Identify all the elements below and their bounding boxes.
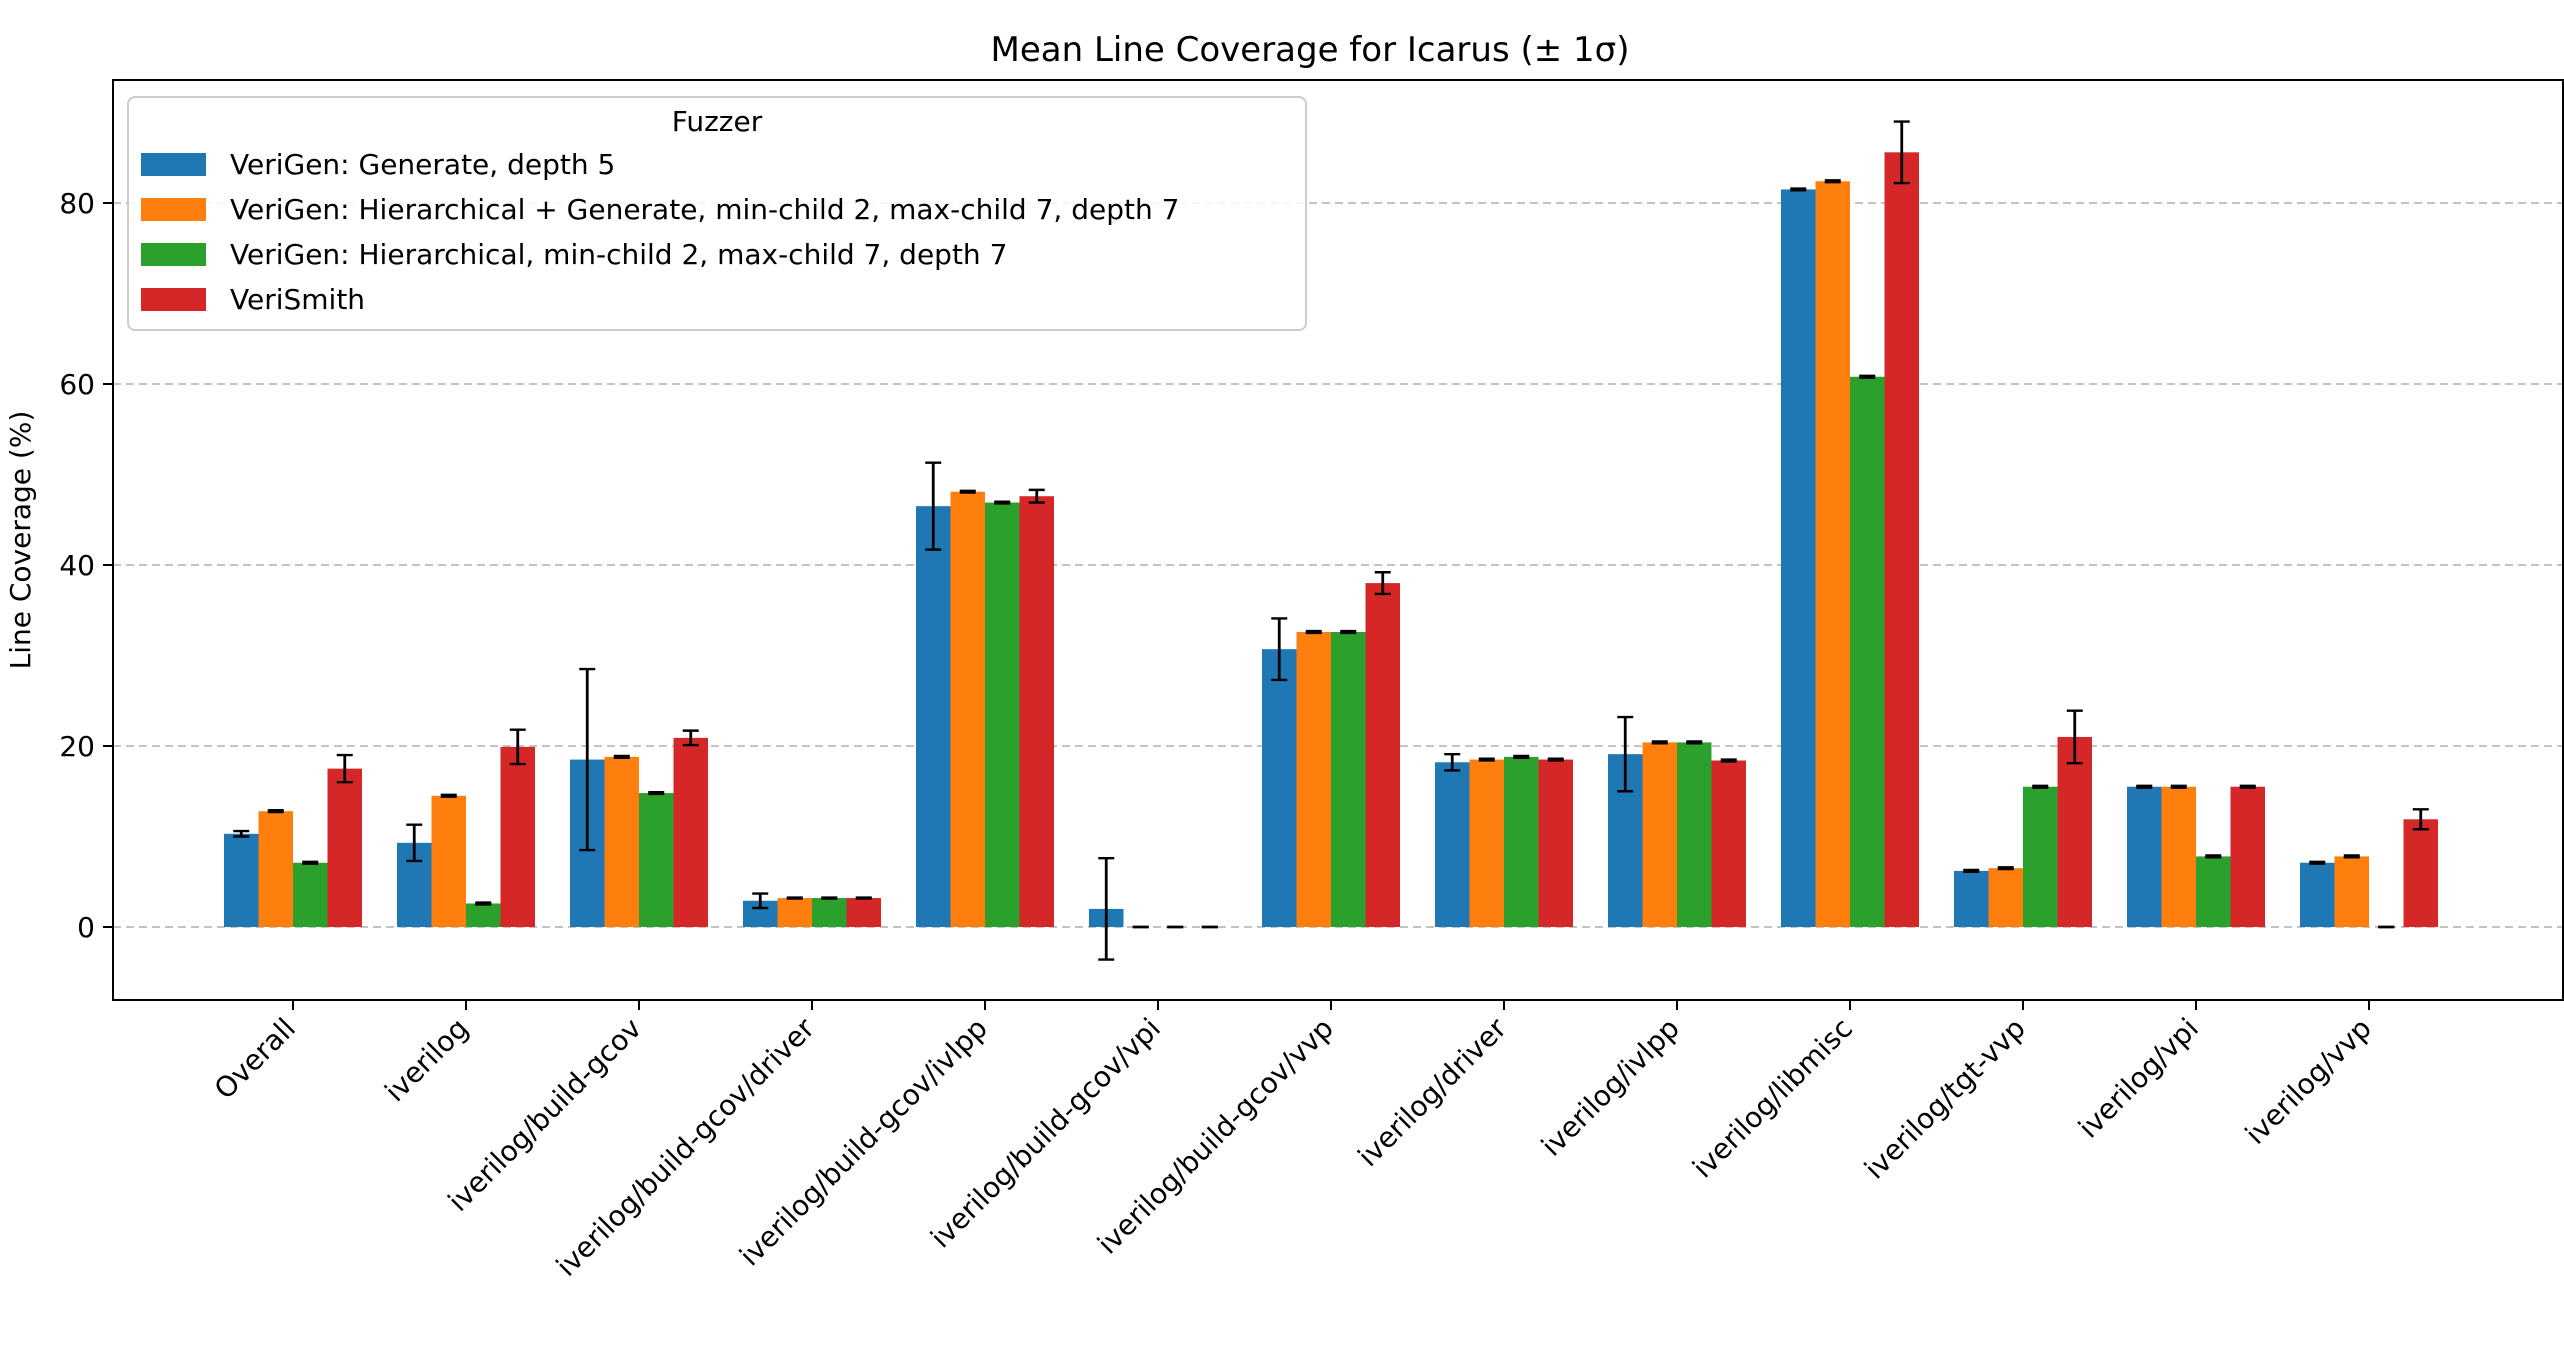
legend: Fuzzer VeriGen: Generate, depth 5 VeriGen… xyxy=(127,96,1307,331)
bar xyxy=(1711,760,1746,927)
bar xyxy=(2230,786,2265,927)
bars xyxy=(224,152,2438,928)
chart-title: Mean Line Coverage for Icarus (± 1σ) xyxy=(991,30,1630,70)
bar xyxy=(985,502,1020,927)
bar xyxy=(431,795,466,927)
bar xyxy=(1504,756,1539,927)
bar xyxy=(1884,152,1919,927)
bar xyxy=(2023,786,2058,927)
y-axis-label: Line Coverage (%) xyxy=(4,411,37,670)
bar xyxy=(673,737,708,927)
bar xyxy=(604,756,639,927)
bar xyxy=(812,898,847,927)
bar xyxy=(1850,376,1885,927)
bar xyxy=(2161,786,2196,927)
y-tick-label: 20 xyxy=(59,730,95,763)
legend-label: VeriSmith xyxy=(230,283,365,316)
y-tick-label: 80 xyxy=(59,187,95,220)
bar xyxy=(293,862,328,927)
legend-swatch xyxy=(141,288,206,311)
bar xyxy=(1988,868,2023,927)
bar xyxy=(1538,759,1573,927)
legend-swatch xyxy=(141,243,206,266)
y-tick-label: 40 xyxy=(59,549,95,582)
bar xyxy=(1954,870,1989,927)
bar xyxy=(1642,742,1677,927)
bar xyxy=(258,811,293,927)
legend-swatch xyxy=(141,153,206,176)
legend-label: VeriGen: Hierarchical, min-child 2, max-… xyxy=(230,238,1007,271)
bar xyxy=(466,903,501,927)
bar xyxy=(2127,786,2162,927)
plot-frame xyxy=(112,79,2564,1001)
bar xyxy=(1781,189,1816,928)
bar xyxy=(500,746,535,927)
error-bars xyxy=(233,120,2429,961)
bar xyxy=(950,491,985,927)
bar xyxy=(777,898,812,927)
bar xyxy=(1296,631,1331,927)
bar xyxy=(327,768,362,927)
bar xyxy=(1019,496,1054,927)
y-tick-label: 60 xyxy=(59,368,95,401)
bar xyxy=(1365,583,1400,927)
bar xyxy=(1469,759,1504,927)
legend-swatch xyxy=(141,198,206,221)
bar xyxy=(1331,631,1366,927)
bar xyxy=(2196,856,2231,927)
bar xyxy=(2300,862,2335,927)
y-tick-label: 0 xyxy=(77,911,95,944)
bar xyxy=(2057,736,2092,927)
bar xyxy=(1677,742,1712,927)
bar xyxy=(2403,819,2438,927)
bar xyxy=(224,833,259,927)
bar xyxy=(916,506,951,927)
legend-title: Fuzzer xyxy=(672,105,763,138)
legend-label: VeriGen: Hierarchical + Generate, min-ch… xyxy=(230,193,1179,226)
bar xyxy=(1262,649,1297,927)
bar xyxy=(1435,762,1470,927)
bar xyxy=(639,793,674,927)
bar xyxy=(1815,181,1850,927)
bar xyxy=(846,898,881,927)
legend-box xyxy=(127,96,1307,331)
y-axis-ticks: 0 20 40 60 80 xyxy=(59,187,113,944)
bar xyxy=(2334,856,2369,927)
legend-label: VeriGen: Generate, depth 5 xyxy=(230,148,615,181)
